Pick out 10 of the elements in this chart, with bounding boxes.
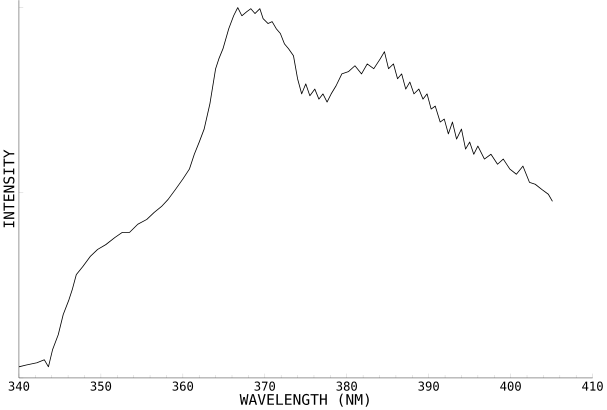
x-tick-label: 370 [254, 381, 276, 391]
x-tick-label: 360 [172, 381, 194, 391]
x-tick-label: 410 [582, 381, 603, 391]
x-tick-label: 400 [500, 381, 521, 391]
x-tick-label: 380 [336, 381, 357, 391]
x-axis-title: WAVELENGTH (NM) [240, 394, 369, 407]
x-tick-label: 350 [90, 381, 112, 391]
x-tick-label: 390 [418, 381, 439, 391]
y-axis-title: INTENSITY [3, 150, 14, 228]
x-tick-label: 340 [8, 381, 30, 391]
